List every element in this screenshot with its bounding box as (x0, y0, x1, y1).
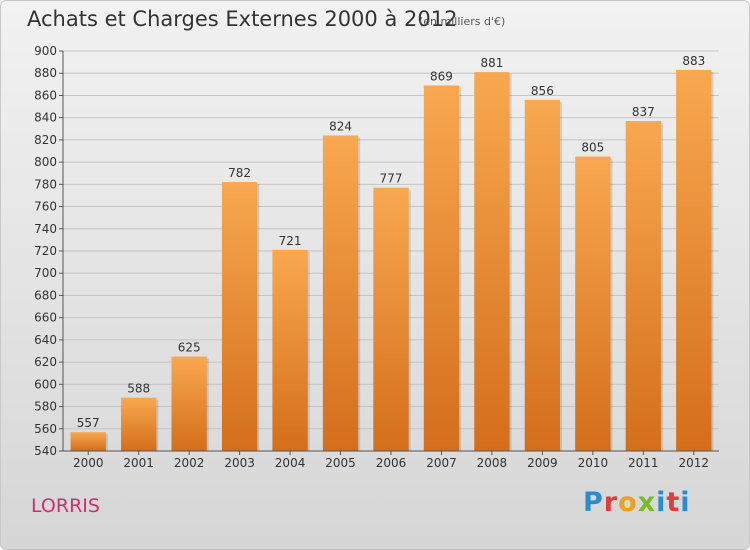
bar-2011 (625, 121, 661, 451)
value-label: 837 (632, 105, 655, 119)
y-tick-label: 700 (34, 266, 57, 280)
x-tick-label: 2004 (275, 456, 306, 470)
bar-2001 (121, 397, 157, 451)
value-label: 625 (178, 341, 201, 355)
logo-letter: P (583, 487, 604, 518)
y-tick-label: 740 (34, 222, 57, 236)
logo-letter: i (680, 487, 691, 518)
bar-2009 (524, 99, 561, 451)
bar-2006 (373, 187, 409, 451)
logo-letter: o (618, 487, 638, 518)
y-tick-label: 580 (34, 400, 57, 414)
value-label: 869 (430, 69, 453, 83)
bar-2008 (474, 72, 510, 451)
x-tick-label: 2001 (123, 456, 154, 470)
proxiti-logo[interactable]: Proxiti (583, 487, 691, 518)
bar-2005 (322, 135, 359, 451)
x-tick-label: 2008 (477, 456, 508, 470)
bars (70, 69, 714, 452)
y-tick-label: 620 (34, 355, 57, 369)
y-tick-label: 780 (34, 177, 57, 191)
bar-2012 (676, 69, 712, 451)
y-tick-label: 800 (34, 155, 57, 169)
y-tick-label: 860 (34, 88, 57, 102)
x-tick-label: 2002 (174, 456, 205, 470)
value-label: 856 (531, 84, 554, 98)
x-tick-label: 2009 (527, 456, 558, 470)
bar-2007 (423, 85, 460, 451)
bar-2010 (575, 156, 611, 452)
x-tick-label: 2005 (325, 456, 356, 470)
logo-letter: x (637, 487, 657, 518)
value-label: 805 (581, 141, 604, 155)
x-tick-label: 2000 (73, 456, 104, 470)
value-label: 824 (329, 119, 352, 133)
value-labels: 557 588 625 782 721 824 777 869 881 856 805 837 883 (77, 54, 705, 430)
y-tick-label: 560 (34, 422, 57, 436)
logo-letter: t (666, 487, 681, 518)
axes: 540 560 580 600 620 640 660 680 700 720 740 760 780 8… (34, 44, 719, 470)
logo-letter: r (603, 487, 619, 518)
x-tick-label: 2010 (578, 456, 609, 470)
bar-2002 (171, 356, 207, 451)
value-label: 721 (279, 234, 302, 248)
chart-subtitle: (en milliers d'€) (419, 15, 506, 28)
value-label: 881 (480, 56, 503, 70)
bar-2003 (221, 182, 258, 451)
y-tick-label: 660 (34, 311, 57, 325)
value-label: 782 (228, 166, 251, 180)
y-tick-label: 680 (34, 288, 57, 302)
value-label: 588 (127, 382, 150, 396)
x-tick-label: 2007 (426, 456, 457, 470)
chart-title: Achats et Charges Externes 2000 à 2012 (27, 7, 458, 31)
value-label: 777 (380, 172, 403, 186)
bar-2000 (70, 432, 106, 451)
value-label: 557 (77, 416, 100, 430)
y-tick-label: 540 (34, 444, 57, 458)
y-tick-label: 720 (34, 244, 57, 258)
y-tick-label: 600 (34, 377, 57, 391)
y-tick-label: 880 (34, 66, 57, 80)
y-tick-label: 640 (34, 333, 57, 347)
y-tick-label: 840 (34, 111, 57, 125)
x-tick-label: 2011 (628, 456, 659, 470)
y-tick-label: 900 (34, 44, 57, 58)
y-tick-label: 760 (34, 200, 57, 214)
logo-letter: i (656, 487, 667, 518)
commune-name: LORRIS (31, 495, 100, 517)
x-tick-label: 2003 (224, 456, 255, 470)
x-tick-label: 2006 (376, 456, 407, 470)
y-tick-label: 820 (34, 133, 57, 147)
value-label: 883 (682, 54, 705, 68)
bar-2004 (272, 249, 308, 451)
x-tick-label: 2012 (678, 456, 709, 470)
